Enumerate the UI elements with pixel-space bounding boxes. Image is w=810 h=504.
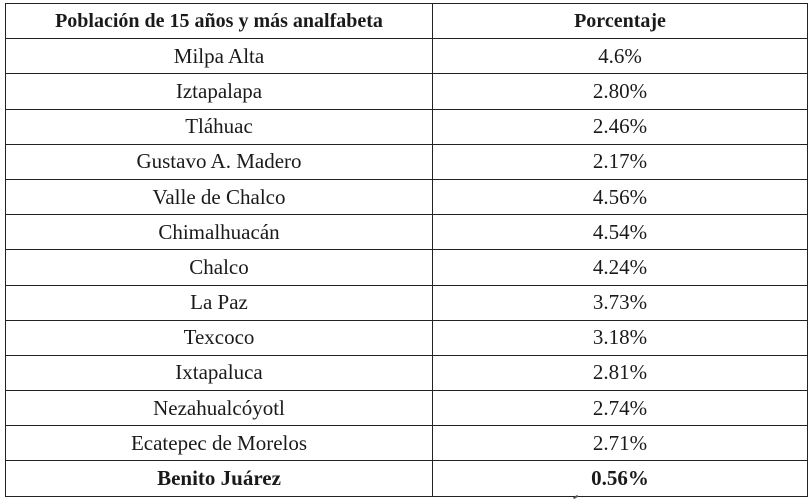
municipio-cell: Valle de Chalco — [5, 178, 433, 216]
table-row: Ixtapaluca 2.81% — [5, 354, 808, 392]
table-row: Benito Juárez 0.56% — [5, 460, 808, 497]
porcentaje-cell: 3.73% — [432, 284, 808, 321]
municipio-cell: Tláhuac — [5, 108, 433, 145]
table-row: Texcoco 3.18% — [5, 319, 808, 356]
column-header-porcentaje: Porcentaje — [432, 2, 808, 40]
municipio-cell: Nezahualcóyotl — [5, 390, 433, 427]
table-row: Tláhuac 2.46% — [5, 108, 808, 145]
header-row: Población de 15 años y más analfabeta Po… — [5, 2, 808, 40]
municipio-cell: La Paz — [5, 284, 433, 321]
porcentaje-cell: 2.71% — [432, 425, 808, 462]
table-row: La Paz 3.73% — [5, 284, 808, 321]
porcentaje-cell: 2.17% — [432, 143, 808, 180]
porcentaje-cell: 4.6% — [432, 38, 808, 75]
table-row: Iztapalapa 2.80% — [5, 73, 808, 110]
table-row: Milpa Alta 4.6% — [5, 38, 808, 75]
porcentaje-cell: 4.54% — [432, 214, 808, 251]
municipio-cell: Chalco — [5, 249, 433, 286]
municipio-cell: Ixtapaluca — [5, 354, 433, 392]
municipio-cell: Ecatepec de Morelos — [5, 425, 433, 462]
municipio-cell: Texcoco — [5, 319, 433, 356]
table-row: Ecatepec de Morelos 2.71% — [5, 425, 808, 462]
porcentaje-cell: 4.56% — [432, 178, 808, 216]
porcentaje-cell: 2.46% — [432, 108, 808, 145]
table-row: Valle de Chalco 4.56% — [5, 178, 808, 216]
porcentaje-cell: 2.81% — [432, 354, 808, 392]
porcentaje-cell: 3.18% — [432, 319, 808, 356]
column-header-poblacion: Población de 15 años y más analfabeta — [5, 2, 433, 40]
municipio-cell: Gustavo A. Madero — [5, 143, 433, 180]
stray-mark — [572, 494, 579, 499]
municipio-cell: Benito Juárez — [5, 460, 433, 497]
municipio-cell: Iztapalapa — [5, 73, 433, 110]
table-body: Milpa Alta 4.6% Iztapalapa 2.80% Tláhuac 2.46… — [5, 38, 808, 497]
table-row: Chalco 4.24% — [5, 249, 808, 286]
porcentaje-cell: 4.24% — [432, 249, 808, 286]
table-row: Gustavo A. Madero 2.17% — [5, 143, 808, 180]
porcentaje-cell: 2.74% — [432, 390, 808, 427]
municipio-cell: Chimalhuacán — [5, 214, 433, 251]
porcentaje-cell: 2.80% — [432, 73, 808, 110]
table-row: Nezahualcóyotl 2.74% — [5, 390, 808, 427]
data-table: Población de 15 años y más analfabeta Po… — [5, 2, 808, 497]
municipio-cell: Milpa Alta — [5, 38, 433, 75]
porcentaje-cell: 0.56% — [432, 460, 808, 497]
table-row: Chimalhuacán 4.54% — [5, 214, 808, 251]
